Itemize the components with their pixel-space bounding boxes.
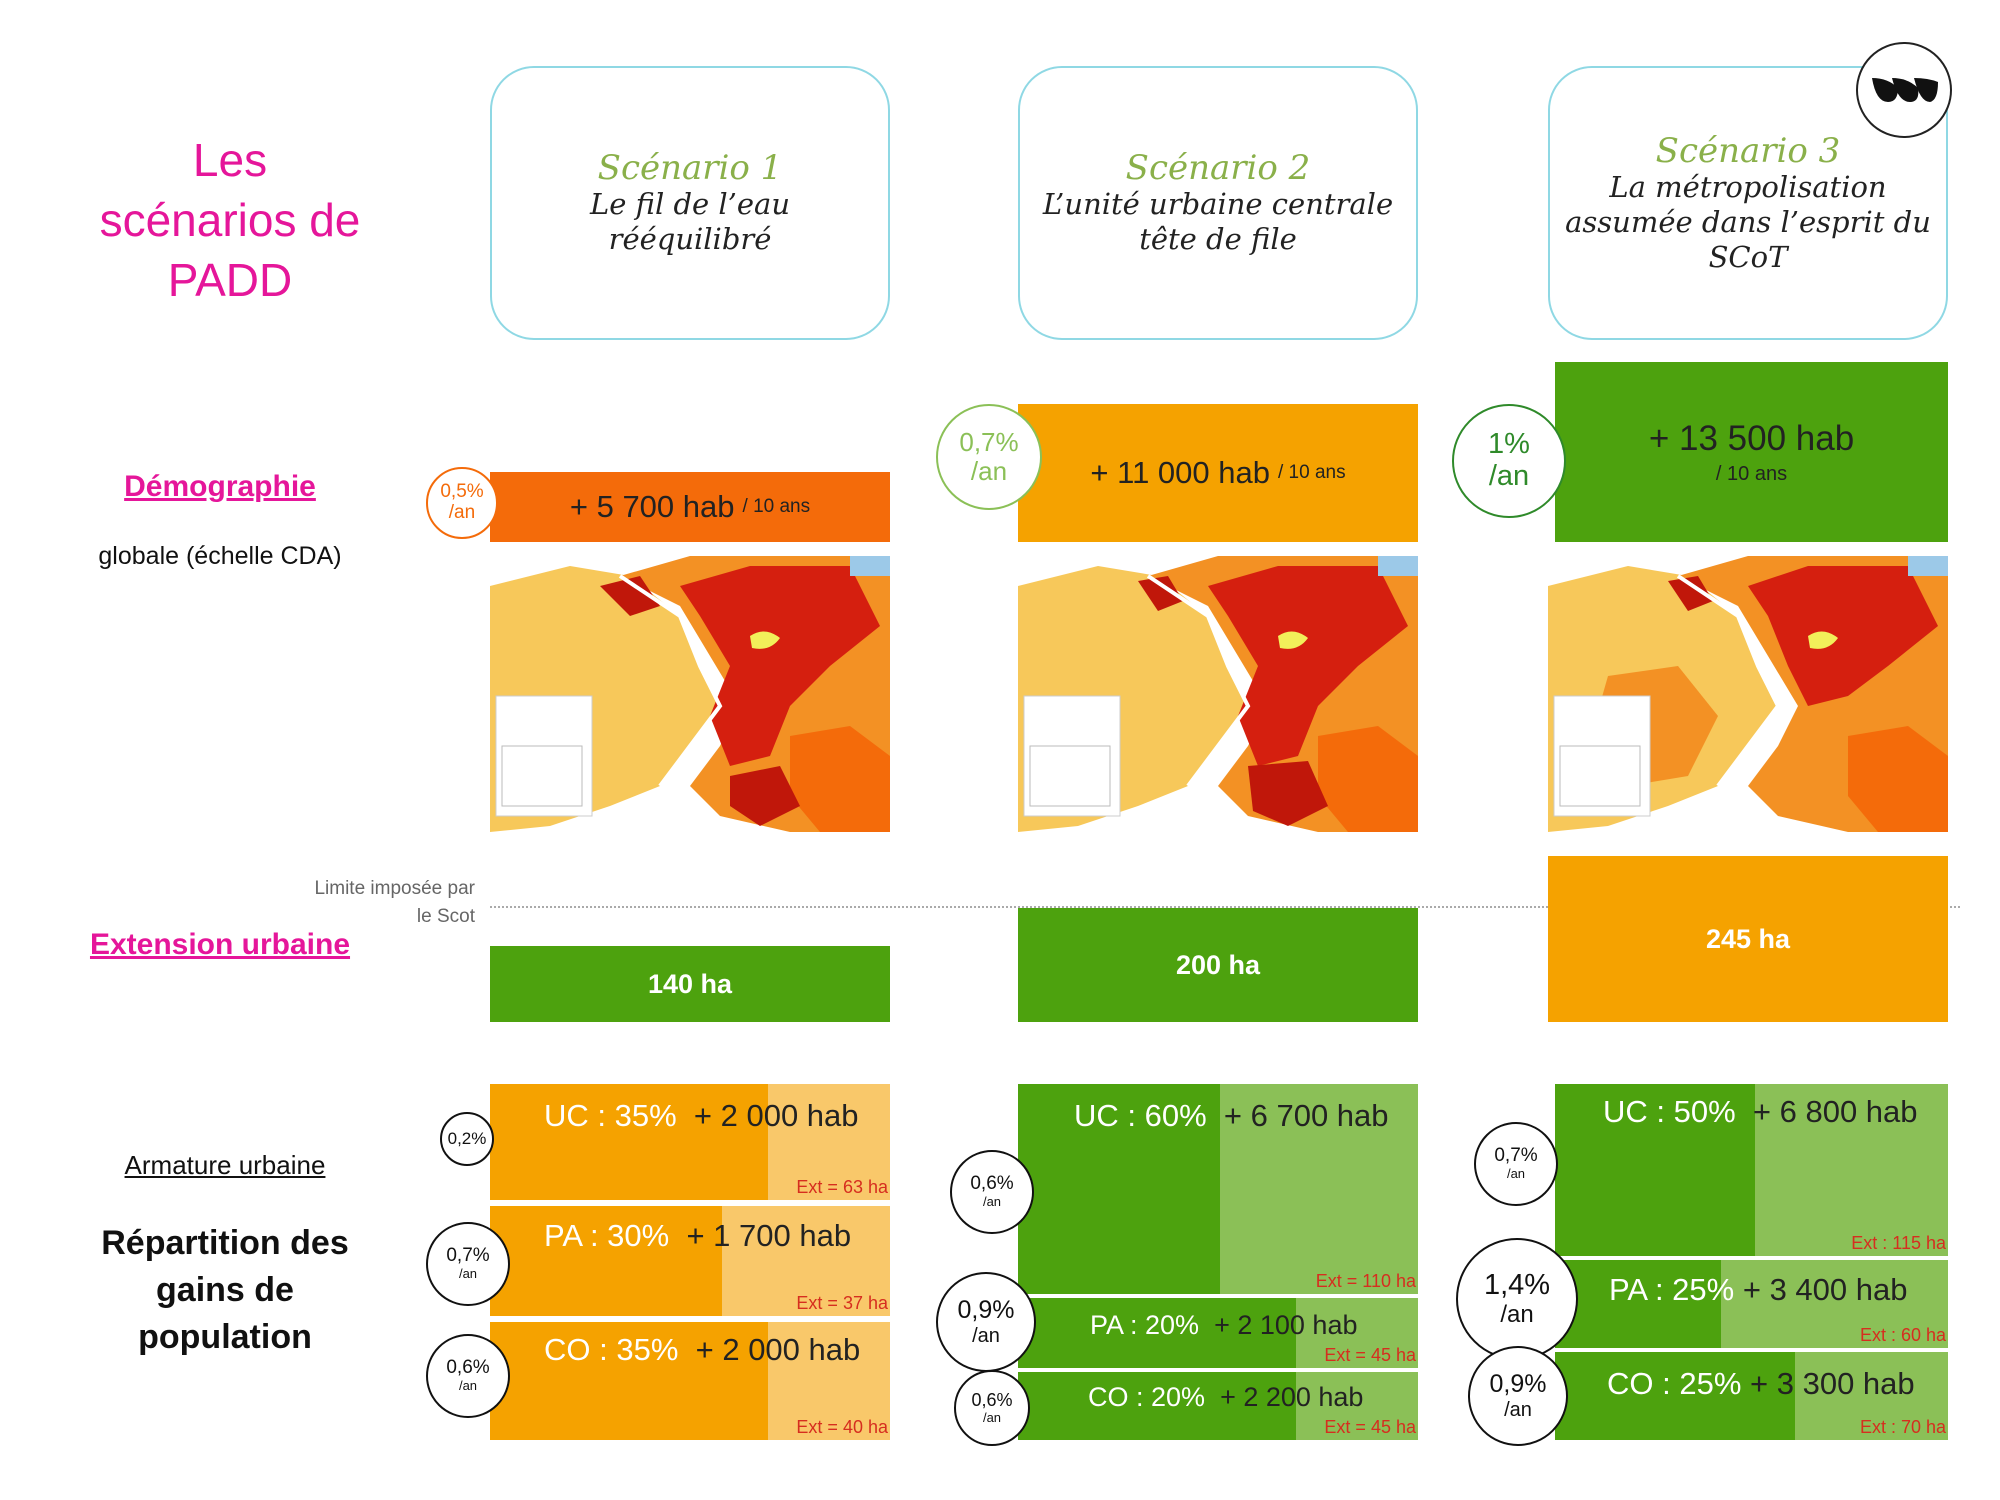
scenario-1-card: Scénario 1 Le fil de l’eau rééquilibré: [490, 66, 890, 340]
scenario-1-co-rate: 0,6% /an: [426, 1334, 510, 1418]
scot-limit-label: Limite imposée par le Scot: [314, 878, 475, 927]
scenario-2-pa-ext: Ext = 45 ha: [1324, 1345, 1416, 1365]
scenario-3-subtitle-line-2: assumée dans l’esprit du: [1565, 204, 1931, 239]
scenario-1-co-fill: [490, 1322, 768, 1440]
demographie-label: Démographie: [124, 470, 316, 503]
scenario-2-subtitle-line-2: tête de file: [1139, 222, 1297, 256]
scenario-1-co-bar: CO : 35% + 2 000 hab Ext = 40 ha: [490, 1322, 890, 1440]
repartition-label: Répartition des gains de population: [101, 1224, 349, 1356]
scenario-1-uc-fill: [490, 1084, 768, 1200]
scenario-2-heading: Scénario 2: [1125, 148, 1311, 188]
scenario-3-subtitle-line-3: SCoT: [1708, 239, 1788, 274]
scenario-3-extension-bar: 245 ha: [1548, 856, 1948, 1022]
scenario-2-extension-bar: 200 ha: [1018, 908, 1418, 1022]
scenario-3-subtitle-line-1: La métropolisation: [1609, 169, 1887, 204]
page-title: Les scénarios de PADD: [99, 134, 361, 306]
scenario-1-pa-bar: PA : 30% + 1 700 hab Ext = 37 ha: [490, 1206, 890, 1316]
scot-limit-line: [490, 906, 1960, 908]
scenario-1-map-graphic: [490, 556, 890, 832]
scenario-3-co-rate: 0,9% /an: [1468, 1346, 1568, 1446]
scenario-1-extension-bar: 140 ha: [490, 946, 890, 1022]
scenario-3-map-graphic: [1548, 556, 1948, 832]
scenario-3-pa-fill: [1555, 1260, 1721, 1348]
scenario-1-subtitle: Le fil de l’eau rééquilibré: [589, 187, 791, 256]
demographie-sublabel: globale (échelle CDA): [98, 542, 342, 570]
scenario-3-pa-rate: 1,4% /an: [1456, 1238, 1578, 1360]
scenario-3-co-bar: CO : 25% + 3 300 hab Ext : 70 ha: [1555, 1352, 1948, 1440]
scenario-2-uc-fill: [1018, 1084, 1220, 1294]
scenario-1-pa-fill: [490, 1206, 722, 1316]
scenario-2-co-rate: 0,6% /an: [954, 1370, 1030, 1446]
company-logo-icon: [1856, 42, 1952, 138]
scenario-3-demo-rate: 1% /an: [1452, 404, 1566, 518]
scenario-2-demo-bar: + 11 000 hab/ 10 ans: [1018, 404, 1418, 542]
scenario-1-pa-ext: Ext = 37 ha: [796, 1293, 888, 1313]
scenario-1-uc-bar: UC : 35% + 2 000 hab Ext = 63 ha: [490, 1084, 890, 1200]
extension-label: Extension urbaine: [89, 928, 351, 961]
scenario-1-uc-ext: Ext = 63 ha: [796, 1177, 888, 1197]
scenario-2-map-graphic: [1018, 556, 1418, 832]
scenario-3-pa-ext: Ext : 60 ha: [1859, 1325, 1946, 1345]
scenario-3-map: [1548, 556, 1948, 832]
scenario-3-uc-rate: 0,7% /an: [1474, 1122, 1558, 1206]
scenario-2-card: Scénario 2 L’unité urbaine centrale tête…: [1018, 66, 1418, 340]
scenario-2-pa-rate: 0,9% /an: [936, 1272, 1036, 1372]
scenario-3-heading: Scénario 3: [1655, 130, 1841, 171]
scenario-1-demo-rate: 0,5% /an: [426, 467, 498, 539]
scenario-1-co-ext: Ext = 40 ha: [796, 1417, 888, 1437]
scenario-3-uc-fill: [1555, 1084, 1755, 1256]
armature-label: Armature urbaine: [124, 1150, 326, 1180]
scenario-3-pa-bar: PA : 25% + 3 400 hab Ext : 60 ha: [1555, 1260, 1948, 1348]
scenario-3-uc-ext: Ext : 115 ha: [1851, 1233, 1946, 1253]
scenario-1-heading: Scénario 1: [597, 148, 783, 188]
scenario-2-map: [1018, 556, 1418, 832]
scenario-1-map: [490, 556, 890, 832]
scenario-3-uc-bar: UC : 50% + 6 800 hab Ext : 115 ha: [1555, 1084, 1948, 1256]
scenario-2-pa-fill: [1018, 1298, 1296, 1368]
scenario-2-co-fill: [1018, 1372, 1296, 1440]
scenario-1-uc-rate: 0,2%: [440, 1112, 494, 1166]
scenario-1-pa-rate: 0,7% /an: [426, 1222, 510, 1306]
scenario-2-subtitle-line-1: L’unité urbaine centrale: [1042, 187, 1394, 221]
scenario-2-uc-bar: UC : 60% + 6 700 hab Ext = 110 ha: [1018, 1084, 1418, 1294]
scenario-2-uc-rate: 0,6% /an: [950, 1150, 1034, 1234]
scenario-2-co-ext: Ext = 45 ha: [1324, 1417, 1416, 1437]
scenario-1-demo-bar: + 5 700 hab/ 10 ans: [490, 472, 890, 542]
scenario-3-co-fill: [1555, 1352, 1795, 1440]
scenario-2-pa-bar: PA : 20% + 2 100 hab Ext = 45 ha: [1018, 1298, 1418, 1368]
scenario-2-uc-ext: Ext = 110 ha: [1315, 1271, 1416, 1291]
scenario-3-co-ext: Ext : 70 ha: [1859, 1417, 1946, 1437]
scenario-2-demo-rate: 0,7% /an: [936, 404, 1042, 510]
scenario-2-co-bar: CO : 20% + 2 200 hab Ext = 45 ha: [1018, 1372, 1418, 1440]
scenario-3-demo-bar: + 13 500 hab/ 10 ans: [1555, 362, 1948, 542]
